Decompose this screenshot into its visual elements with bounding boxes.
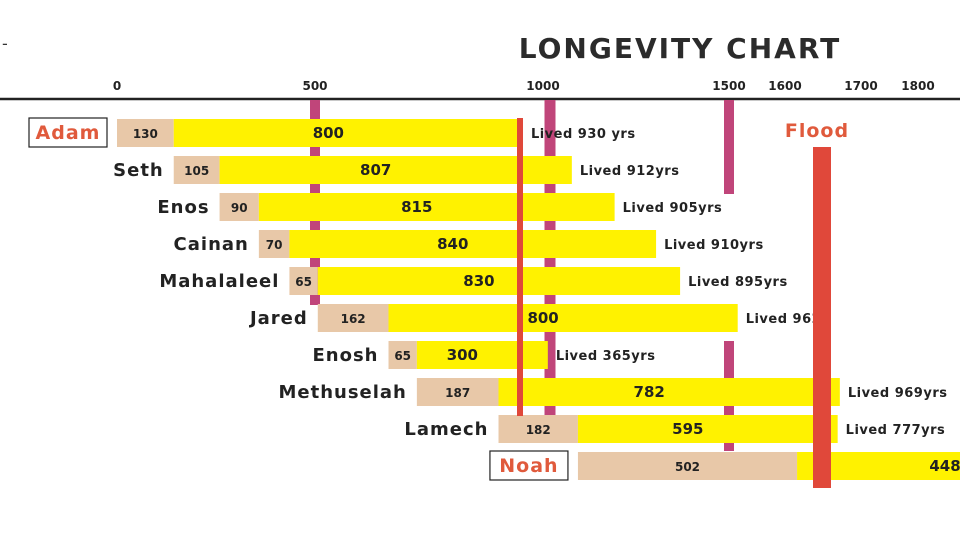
bar-before-label: 70 bbox=[266, 238, 283, 252]
patriarch-name: Enosh bbox=[312, 345, 378, 366]
bar-after-label: 782 bbox=[634, 383, 665, 401]
patriarch-rows: Adam 130 800 Lived 930 yrs Seth 105 807 Lived 9… bbox=[28, 117, 960, 481]
x-axis-ticks: 0 500 1000 1500 1600 1700 1800 bbox=[113, 79, 935, 93]
bar-after-label: 448 bbox=[929, 457, 960, 475]
marker-line bbox=[517, 118, 523, 416]
x-tick-label: 1000 bbox=[526, 79, 559, 93]
patriarch-name: Adam bbox=[36, 122, 101, 144]
x-tick-label: 0 bbox=[113, 79, 121, 93]
name-box bbox=[489, 450, 569, 481]
bar-after-label: 300 bbox=[447, 346, 478, 364]
marker-line bbox=[813, 147, 831, 488]
patriarch-name: Lamech bbox=[404, 419, 488, 440]
row-methuselah: Methuselah 187 782 Lived 969yrs bbox=[278, 378, 947, 406]
lifespan-label: Lived 365yrs bbox=[556, 349, 656, 364]
bar-after-son bbox=[416, 341, 548, 369]
x-tick-label: 500 bbox=[302, 79, 327, 93]
bar-after-label: 800 bbox=[313, 124, 344, 142]
name-box bbox=[28, 117, 108, 148]
bar-after-son bbox=[258, 193, 615, 221]
lifespan-label: Lived 912yrs bbox=[580, 164, 680, 179]
row-jared: Jared 162 800 Lived 962 bbox=[248, 304, 821, 332]
bar-after-son bbox=[219, 156, 572, 184]
bar-before-label: 65 bbox=[295, 275, 312, 289]
bar-before-son bbox=[317, 304, 389, 332]
patriarch-name: Cainan bbox=[174, 234, 249, 255]
row-cainan: Cainan 70 840 Lived 910yrs bbox=[174, 230, 764, 258]
bar-after-son bbox=[498, 378, 840, 406]
patriarch-name: Seth bbox=[113, 160, 164, 181]
bar-after-label: 800 bbox=[527, 309, 558, 327]
row-enosh: Enosh 65 300 Lived 365yrs bbox=[312, 341, 655, 369]
patriarch-name: Jared bbox=[248, 308, 308, 329]
bar-after-label: 840 bbox=[437, 235, 468, 253]
bar-before-label: 182 bbox=[526, 423, 551, 437]
bar-before-son bbox=[173, 156, 220, 184]
patriarch-name: Mahalaleel bbox=[159, 271, 279, 292]
patriarch-name: Methuselah bbox=[278, 382, 406, 403]
x-tick-label: 1500 bbox=[712, 79, 745, 93]
row-enos: Enos 90 815 Lived 905yrs bbox=[157, 193, 722, 221]
bar-before-son bbox=[289, 267, 318, 295]
bar-before-label: 162 bbox=[341, 312, 366, 326]
x-tick-label: 1600 bbox=[768, 79, 801, 93]
marker-line bbox=[724, 100, 734, 194]
row-lamech: Lamech 182 595 Lived 777yrs bbox=[404, 415, 945, 443]
patriarch-name: Enos bbox=[157, 197, 209, 218]
marker-lines-front: Flood bbox=[517, 118, 849, 488]
row-adam: Adam 130 800 Lived 930 yrs bbox=[28, 117, 636, 148]
lifespan-label: Lived 969yrs bbox=[848, 386, 948, 401]
flood-label: Flood bbox=[785, 120, 849, 142]
bar-after-son bbox=[577, 415, 838, 443]
lifespan-label: Lived 962 bbox=[746, 312, 822, 327]
bar-before-label: 105 bbox=[184, 164, 209, 178]
bar-before-label: 65 bbox=[394, 349, 411, 363]
bar-before-son bbox=[388, 341, 417, 369]
bar-before-son bbox=[219, 193, 259, 221]
bar-before-label: 130 bbox=[133, 127, 158, 141]
bar-before-son bbox=[258, 230, 290, 258]
bar-before-label: 502 bbox=[675, 460, 700, 474]
lifespan-label: Lived 895yrs bbox=[688, 275, 788, 290]
bar-before-son bbox=[416, 378, 499, 406]
bar-after-son bbox=[317, 267, 681, 295]
row-noah: Noah 502 448 bbox=[489, 450, 960, 481]
lifespan-label: Lived 910yrs bbox=[664, 238, 764, 253]
bar-after-son bbox=[388, 304, 738, 332]
lifespan-label: Lived 777yrs bbox=[846, 423, 946, 438]
lifespan-label: Lived 905yrs bbox=[623, 201, 723, 216]
row-mahalaleel: Mahalaleel 65 830 Lived 895yrs bbox=[159, 267, 787, 295]
bar-after-label: 815 bbox=[401, 198, 432, 216]
bar-before-label: 187 bbox=[445, 386, 470, 400]
patriarch-name: Noah bbox=[499, 455, 558, 477]
bar-before-son bbox=[117, 119, 174, 147]
bar-after-label: 807 bbox=[360, 161, 391, 179]
bar-after-label: 830 bbox=[463, 272, 494, 290]
bar-before-son bbox=[498, 415, 578, 443]
bar-before-son bbox=[577, 452, 798, 480]
bar-after-label: 595 bbox=[672, 420, 703, 438]
row-seth: Seth 105 807 Lived 912yrs bbox=[113, 156, 679, 184]
bar-after-son bbox=[289, 230, 657, 258]
bar-after-son bbox=[173, 119, 523, 147]
lifespan-label: Lived 930 yrs bbox=[531, 127, 636, 142]
corner-mark: - bbox=[2, 34, 8, 53]
x-tick-label: 1700 bbox=[844, 79, 877, 93]
bar-before-label: 90 bbox=[231, 201, 248, 215]
x-tick-label: 1800 bbox=[901, 79, 934, 93]
chart-title: LONGEVITY CHART bbox=[519, 32, 841, 65]
